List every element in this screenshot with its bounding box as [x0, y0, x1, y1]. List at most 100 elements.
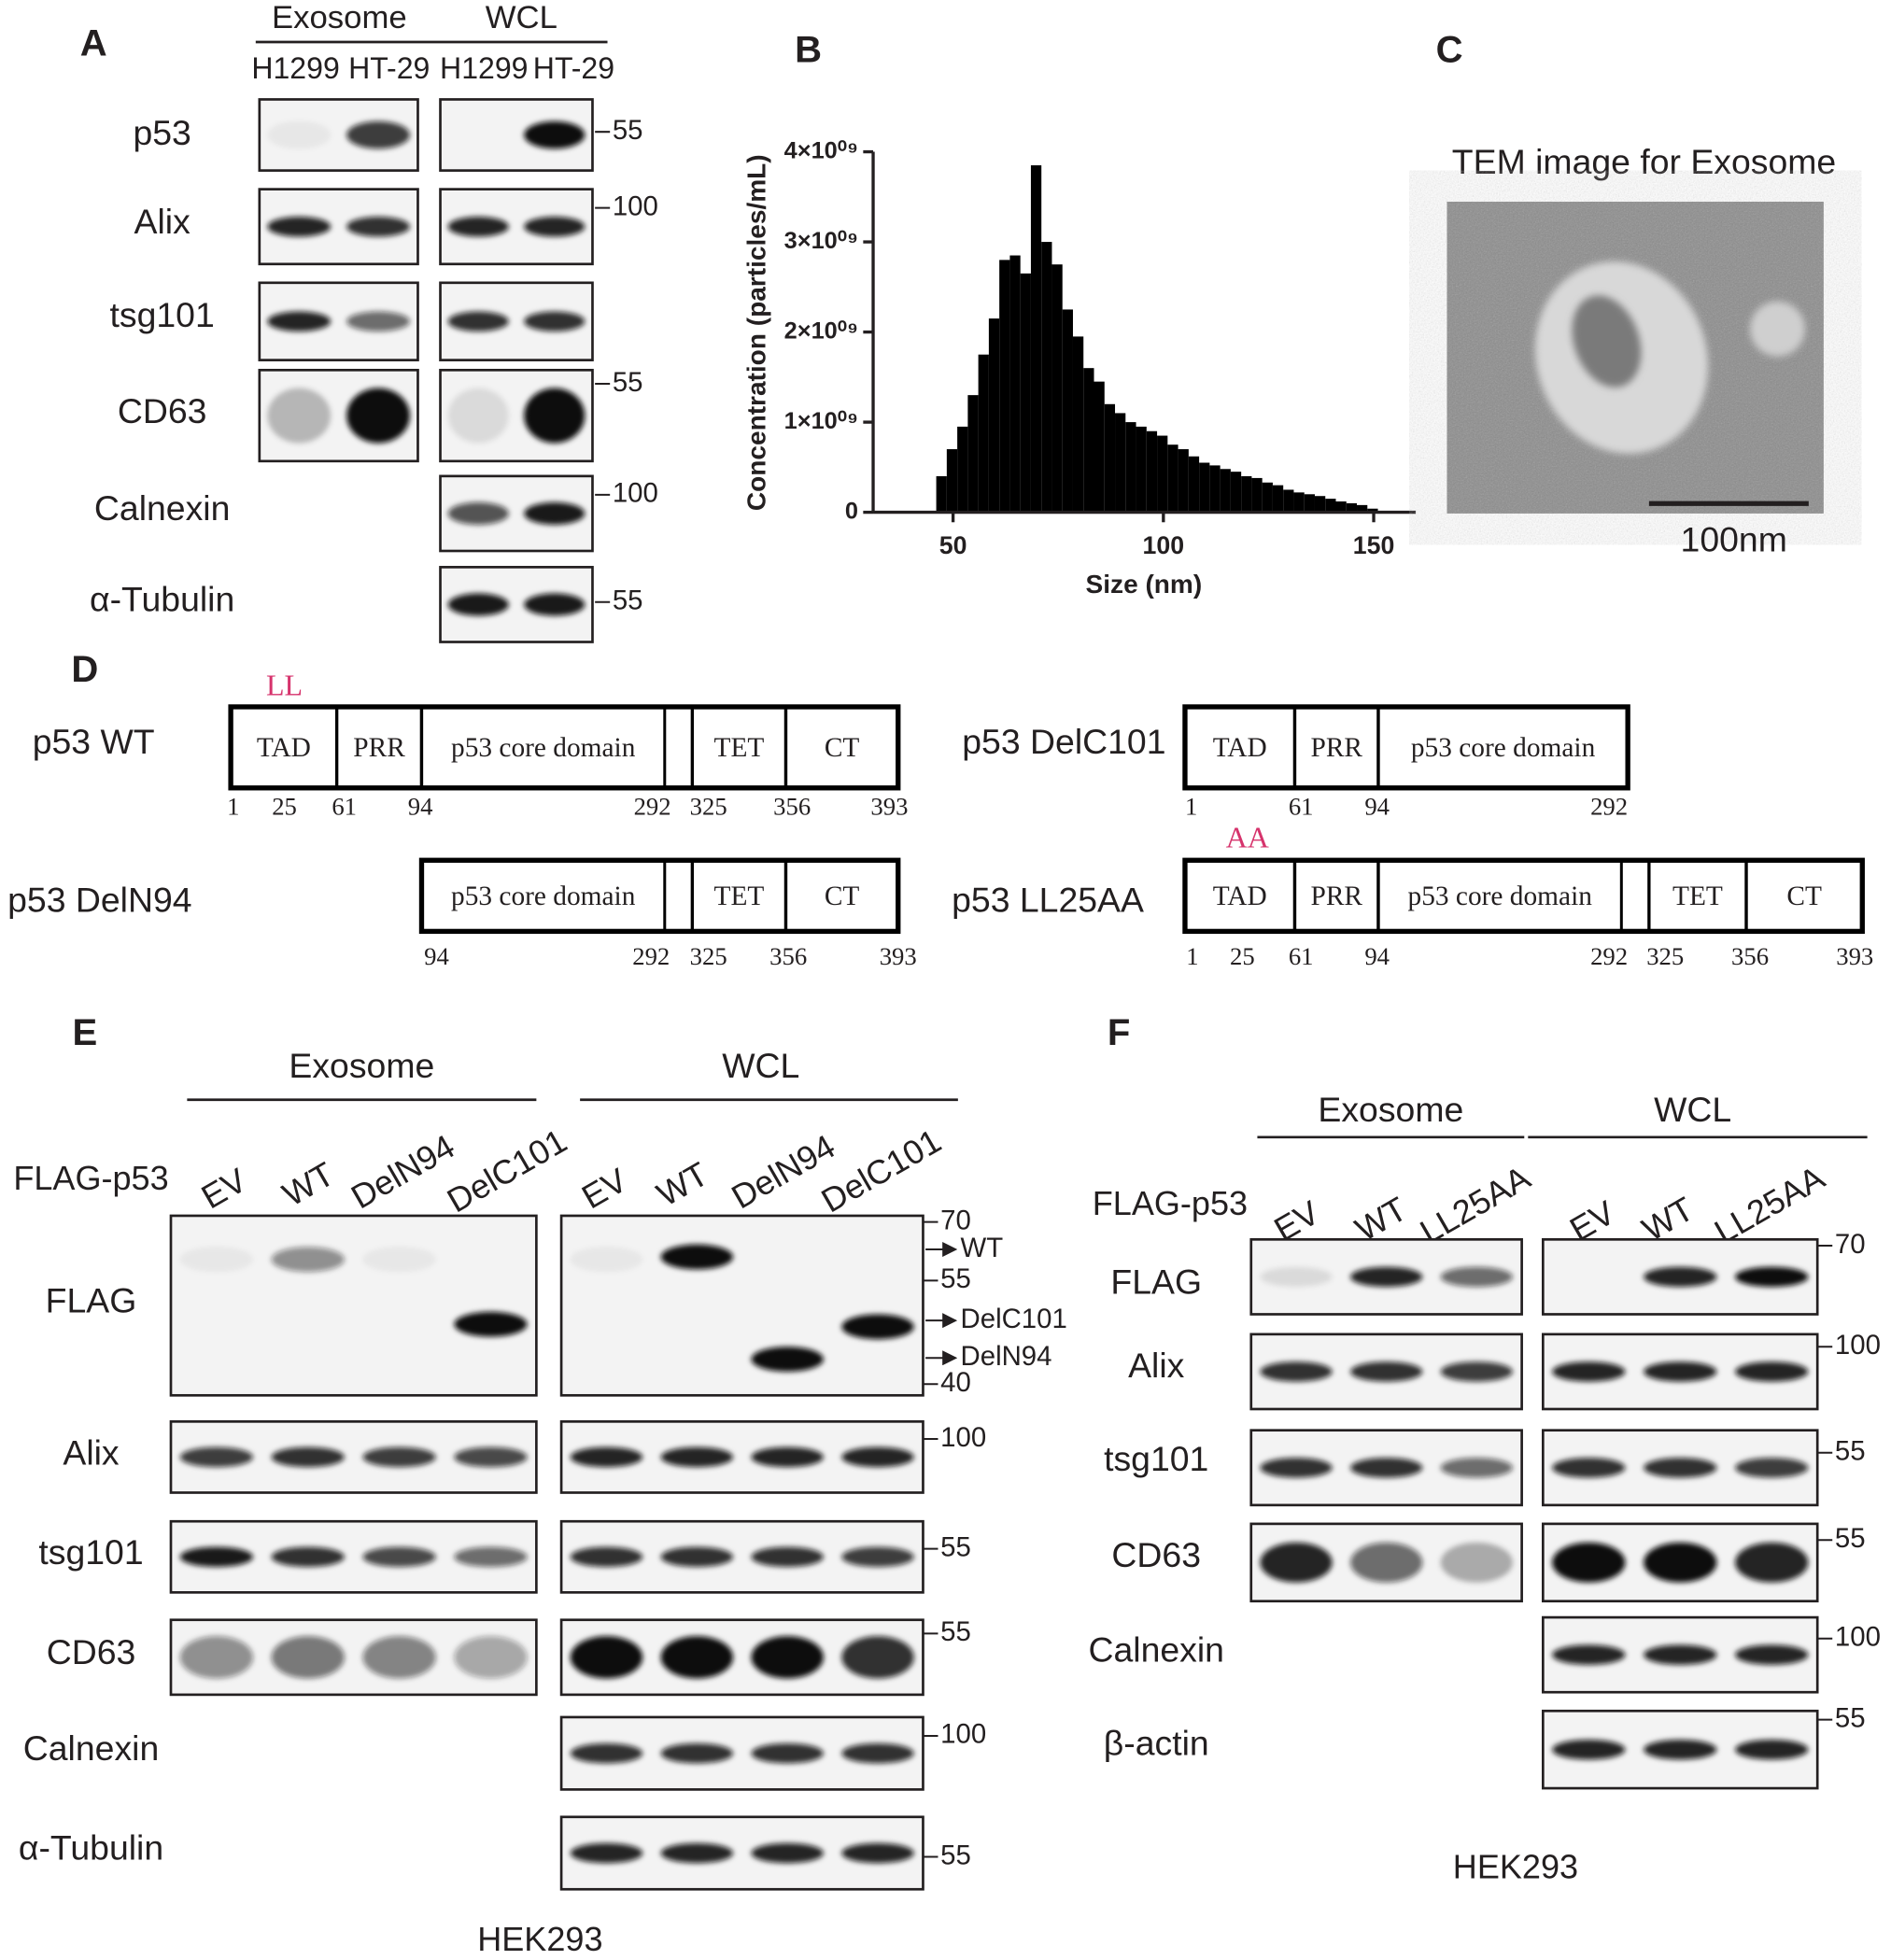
- residue-position: 325: [690, 942, 727, 970]
- residue-position: 325: [1646, 942, 1684, 970]
- panel-letter: A: [80, 23, 107, 64]
- row-label: FLAG: [1110, 1262, 1202, 1301]
- blot-band: [1552, 1361, 1626, 1382]
- histogram-bar: [999, 260, 1010, 513]
- blot-band: [267, 217, 332, 237]
- residue-position: 61: [332, 793, 357, 821]
- row-label: tsg101: [110, 295, 215, 334]
- blot-band: [841, 1314, 914, 1340]
- blot-band: [179, 1636, 254, 1679]
- row-label: CD63: [118, 391, 207, 430]
- blot-band: [1440, 1542, 1513, 1583]
- blot-band: [1735, 1266, 1809, 1288]
- histogram-bar: [1325, 499, 1336, 513]
- marker-label: 100: [613, 190, 658, 221]
- histogram-bar: [1346, 502, 1358, 513]
- x-tick-label: 100: [1143, 531, 1185, 559]
- domain-box: [1376, 705, 1630, 790]
- blot-band: [1350, 1542, 1423, 1583]
- row-label: α-Tubulin: [90, 580, 234, 619]
- blot-band: [1552, 1542, 1626, 1583]
- marker-label: 55: [1835, 1436, 1866, 1467]
- residue-position: 25: [272, 793, 297, 821]
- domain-label: p53 core domain: [1411, 733, 1596, 763]
- blot-image: [169, 1214, 538, 1397]
- histogram-bar: [1094, 381, 1105, 513]
- domain-label: TET: [714, 733, 765, 763]
- y-tick-label: 2×10⁰⁹: [784, 317, 858, 344]
- blot-band: [1644, 1739, 1717, 1760]
- construct-outline: [228, 704, 901, 791]
- arrow-label: DelC101: [961, 1304, 1067, 1334]
- histogram-bar: [1146, 430, 1158, 513]
- blot-band: [346, 120, 410, 149]
- blot-band: [570, 1842, 643, 1864]
- residue-position: 356: [773, 793, 811, 821]
- blot-band: [841, 1742, 914, 1764]
- marker-label: 55: [940, 1840, 971, 1870]
- x-tick-label: 50: [939, 531, 967, 559]
- row-label: tsg101: [38, 1532, 143, 1572]
- residue-position: 292: [1590, 942, 1628, 970]
- group-label: WCL: [1654, 1090, 1731, 1129]
- blot-band: [1644, 1458, 1717, 1478]
- marker-label: 100: [613, 478, 658, 509]
- residue-position: 94: [408, 793, 433, 821]
- domain-box: [1183, 858, 1297, 934]
- cell-line: HEK293: [1453, 1847, 1578, 1885]
- blot-band: [271, 1446, 345, 1468]
- blot-band: [1260, 1458, 1333, 1478]
- domain-label: PRR: [353, 733, 405, 763]
- panel-letter: D: [71, 649, 98, 690]
- domain-label: TAD: [1213, 733, 1267, 763]
- blot-band: [447, 593, 509, 616]
- residue-position: 94: [1364, 942, 1390, 970]
- histogram-bar: [978, 354, 989, 513]
- vesicle-small: [1750, 301, 1805, 357]
- marker-label: 55: [940, 1531, 971, 1562]
- residue-position: 61: [1289, 793, 1314, 821]
- group-label: Exosome: [272, 0, 407, 35]
- blot-band: [570, 1546, 643, 1567]
- blot-band: [179, 1546, 254, 1567]
- domain-label: CT: [1786, 881, 1822, 911]
- residue-position: 292: [632, 942, 670, 970]
- blot-band: [751, 1446, 824, 1468]
- blot-band: [179, 1247, 254, 1273]
- blot-band: [1260, 1542, 1333, 1583]
- residue-position: 393: [1836, 942, 1873, 970]
- blot-band: [1440, 1361, 1513, 1382]
- blot-band: [841, 1842, 914, 1864]
- construct-outline: [1182, 704, 1630, 791]
- domain-box: [783, 858, 900, 934]
- lane-label: LL25AA: [1708, 1158, 1831, 1251]
- blot-band: [841, 1546, 914, 1567]
- arrow-label: DelN94: [961, 1341, 1052, 1372]
- domain-label: PRR: [1310, 881, 1362, 911]
- histogram-bar: [1167, 444, 1178, 513]
- blot-band: [1552, 1458, 1626, 1478]
- row-label: Calnexin: [1088, 1629, 1224, 1669]
- blot-band: [660, 1636, 734, 1679]
- blot-band: [267, 120, 332, 149]
- lane-label: H1299: [251, 51, 339, 85]
- blot-band: [1260, 1266, 1333, 1288]
- histogram-bar: [1199, 462, 1210, 513]
- domain-box: [1292, 858, 1380, 934]
- y-tick-label: 4×10⁰⁹: [784, 137, 858, 163]
- histogram-bar: [936, 475, 947, 513]
- blot-band: [447, 217, 509, 237]
- blot-band: [751, 1347, 824, 1372]
- histogram-bar: [1157, 435, 1168, 513]
- y-tick-label: 1×10⁰⁹: [784, 408, 858, 434]
- row-label: Calnexin: [94, 488, 231, 528]
- blot-band: [1644, 1266, 1717, 1288]
- blot-band: [751, 1546, 824, 1567]
- histogram-bar: [1262, 482, 1273, 513]
- residue-position: 393: [870, 793, 908, 821]
- blot-band: [1350, 1266, 1423, 1288]
- blot-band: [454, 1446, 528, 1468]
- residue-position: 393: [880, 942, 917, 970]
- residue-position: 292: [634, 793, 671, 821]
